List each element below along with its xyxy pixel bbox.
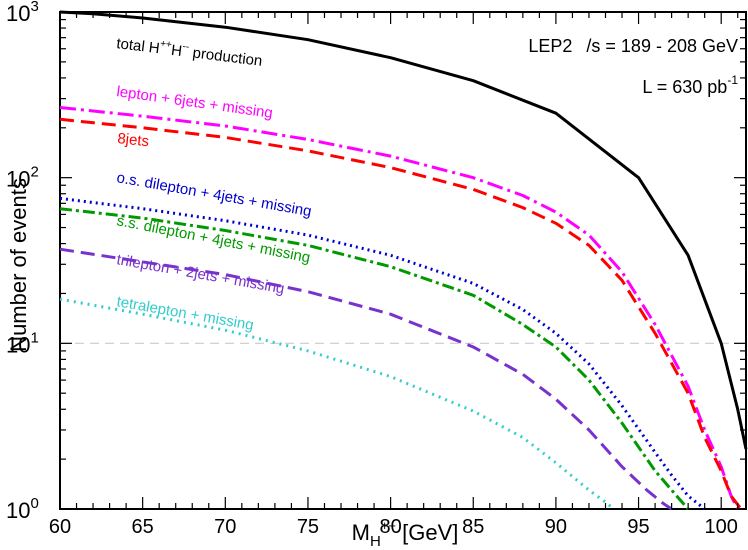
series-curves bbox=[59, 10, 748, 511]
series-line-3 bbox=[59, 196, 706, 511]
x-tick-label: 80 bbox=[379, 516, 401, 538]
y-tick-label: 100 bbox=[6, 495, 39, 523]
y-tick-label: 101 bbox=[6, 329, 39, 357]
x-tick-label: 100 bbox=[705, 516, 738, 538]
x-tick-labels: 60 65 70 75 80 85 90 95 100 bbox=[49, 516, 738, 538]
series-line-5 bbox=[59, 247, 673, 511]
axis-ticks bbox=[59, 12, 746, 510]
series-line-6 bbox=[59, 297, 615, 511]
series-label-os-dilepton: o.s. dilepton + 4jets + missing bbox=[115, 169, 313, 220]
series-line-1 bbox=[59, 106, 740, 510]
series-line-2 bbox=[59, 117, 743, 510]
luminosity-annotation: L = 630 pb-1 bbox=[642, 73, 738, 97]
plot-frame bbox=[59, 11, 747, 510]
x-tick-label: 95 bbox=[627, 516, 649, 538]
series-label-total: total H++H-- production bbox=[116, 33, 264, 70]
y-axis-label: Number of events bbox=[6, 178, 31, 352]
x-tick-label: 75 bbox=[297, 516, 319, 538]
x-tick-label: 65 bbox=[132, 516, 154, 538]
y-tick-labels: 100 101 102 103 bbox=[6, 0, 39, 523]
series-line-4 bbox=[59, 207, 690, 510]
x-tick-label: 60 bbox=[49, 516, 71, 538]
y-tick-label: 103 bbox=[6, 0, 39, 26]
energy-annotation: LEP2/s = 189 - 208 GeV bbox=[528, 36, 738, 56]
x-tick-label: 70 bbox=[214, 516, 236, 538]
x-tick-label: 85 bbox=[462, 516, 484, 538]
series-label-8jets: 8jets bbox=[117, 130, 150, 150]
x-axis-label: MH++ [GeV] bbox=[352, 518, 459, 550]
series-label-trilepton: trilepton + 2jets + missing bbox=[115, 251, 285, 297]
x-tick-label: 90 bbox=[545, 516, 567, 538]
y-tick-label: 102 bbox=[6, 164, 39, 192]
series-label-tetralepton: tetralepton + missing bbox=[115, 293, 255, 334]
